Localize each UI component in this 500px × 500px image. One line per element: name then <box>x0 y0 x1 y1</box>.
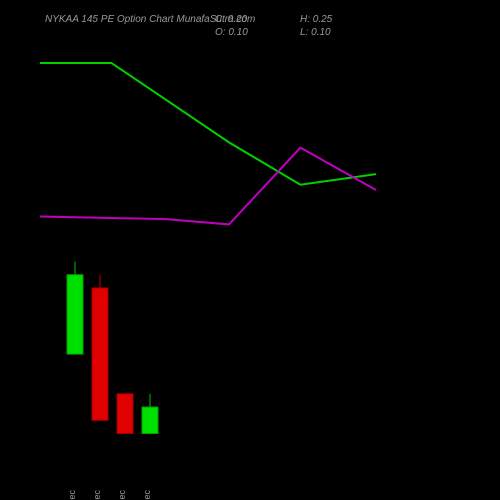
x-axis-label: 09 Dec <box>92 490 102 500</box>
candle-body <box>67 275 83 354</box>
chart-background <box>0 0 500 500</box>
candle-body <box>117 394 133 434</box>
ohlc-readout: L: 0.10 <box>300 27 331 38</box>
financial-chart: NYKAA 145 PE Option Chart MunafaSutra.co… <box>0 0 500 500</box>
x-axis-label: 11 Dec <box>142 490 152 500</box>
ohlc-readout: O: 0.10 <box>215 27 248 38</box>
x-axis-label: 06 Dec <box>67 490 77 500</box>
ohlc-readout: C: 0.20 <box>215 14 248 25</box>
chart-container: NYKAA 145 PE Option Chart MunafaSutra.co… <box>0 0 500 500</box>
candle-body <box>142 407 158 433</box>
candle-body <box>92 288 108 420</box>
x-axis-label: 10 Dec <box>117 490 127 500</box>
ohlc-readout: H: 0.25 <box>300 14 333 25</box>
